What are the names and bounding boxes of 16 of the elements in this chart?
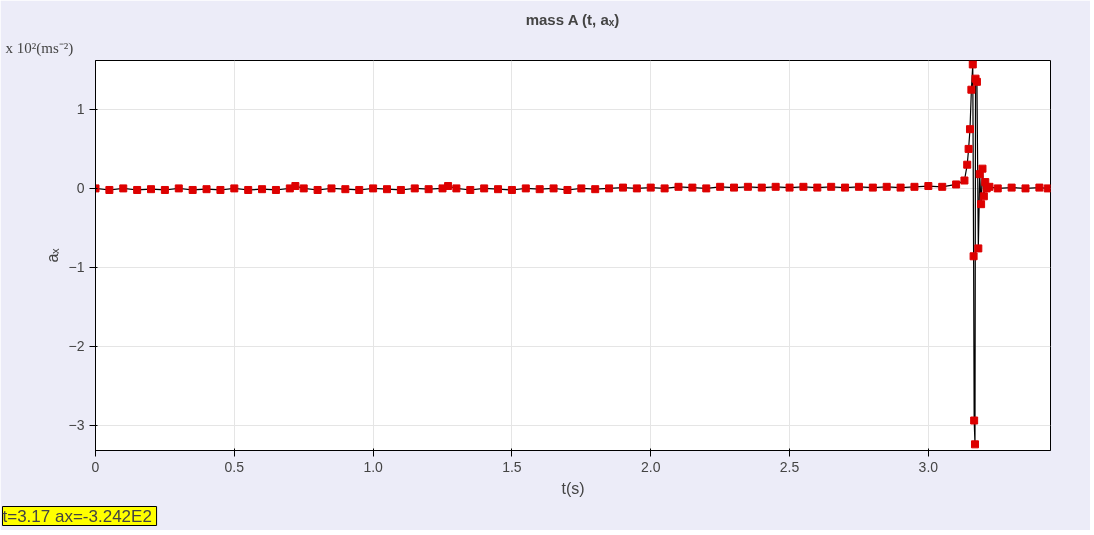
x-tick-label: 1.0: [363, 458, 384, 475]
text: x 10²(ms⁻²): [5, 39, 74, 57]
x-tick-label: 1.5: [502, 458, 522, 475]
x-tick-label: 3.0: [918, 458, 939, 475]
x-axis-title: t(s): [561, 479, 585, 497]
x-tick-label: 0: [91, 458, 100, 475]
y-tick-label: −2: [68, 338, 85, 355]
y-tick-label: −3: [68, 417, 85, 434]
x-tick-label: 0.5: [224, 458, 245, 475]
y-axis-title: aₓ: [43, 247, 61, 263]
x-tick-label: 2.0: [641, 458, 661, 475]
y-tick-label: 1: [76, 101, 85, 118]
x-tick-label: 2.5: [779, 458, 800, 475]
chart-title: mass A (t, aₓ): [525, 10, 620, 28]
y-tick-label: 0: [76, 180, 85, 197]
y-tick-label: −1: [68, 259, 85, 276]
